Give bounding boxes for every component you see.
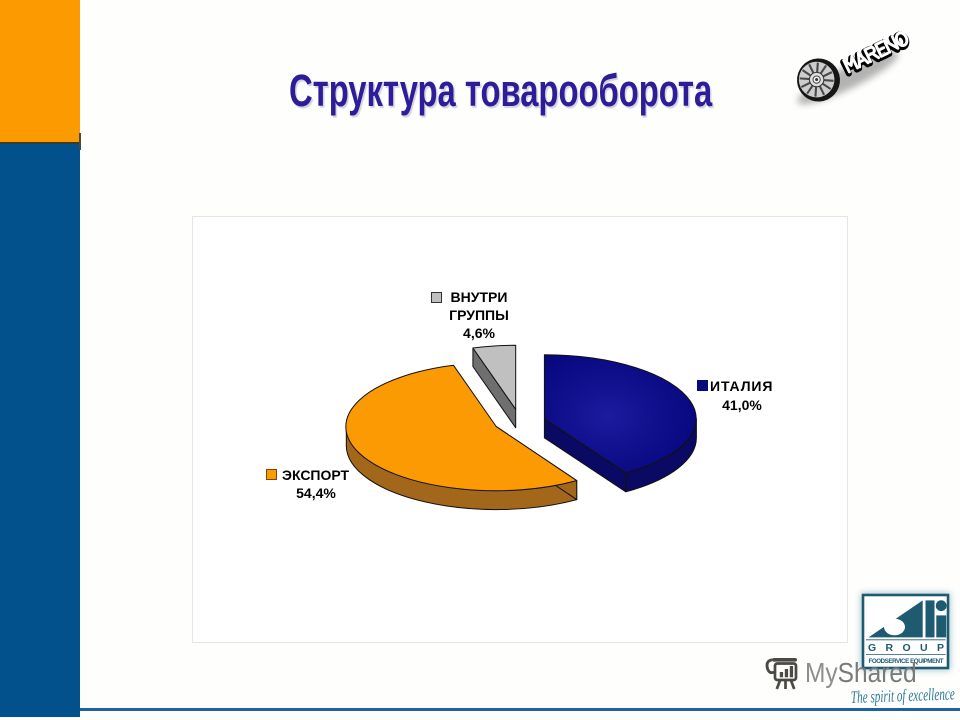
svg-text:FOODSERVICE EQUIPMENT: FOODSERVICE EQUIPMENT (869, 658, 944, 665)
svg-text:The spirit of excellence: The spirit of excellence (850, 683, 955, 707)
svg-text:G R O U P: G R O U P (868, 642, 944, 654)
